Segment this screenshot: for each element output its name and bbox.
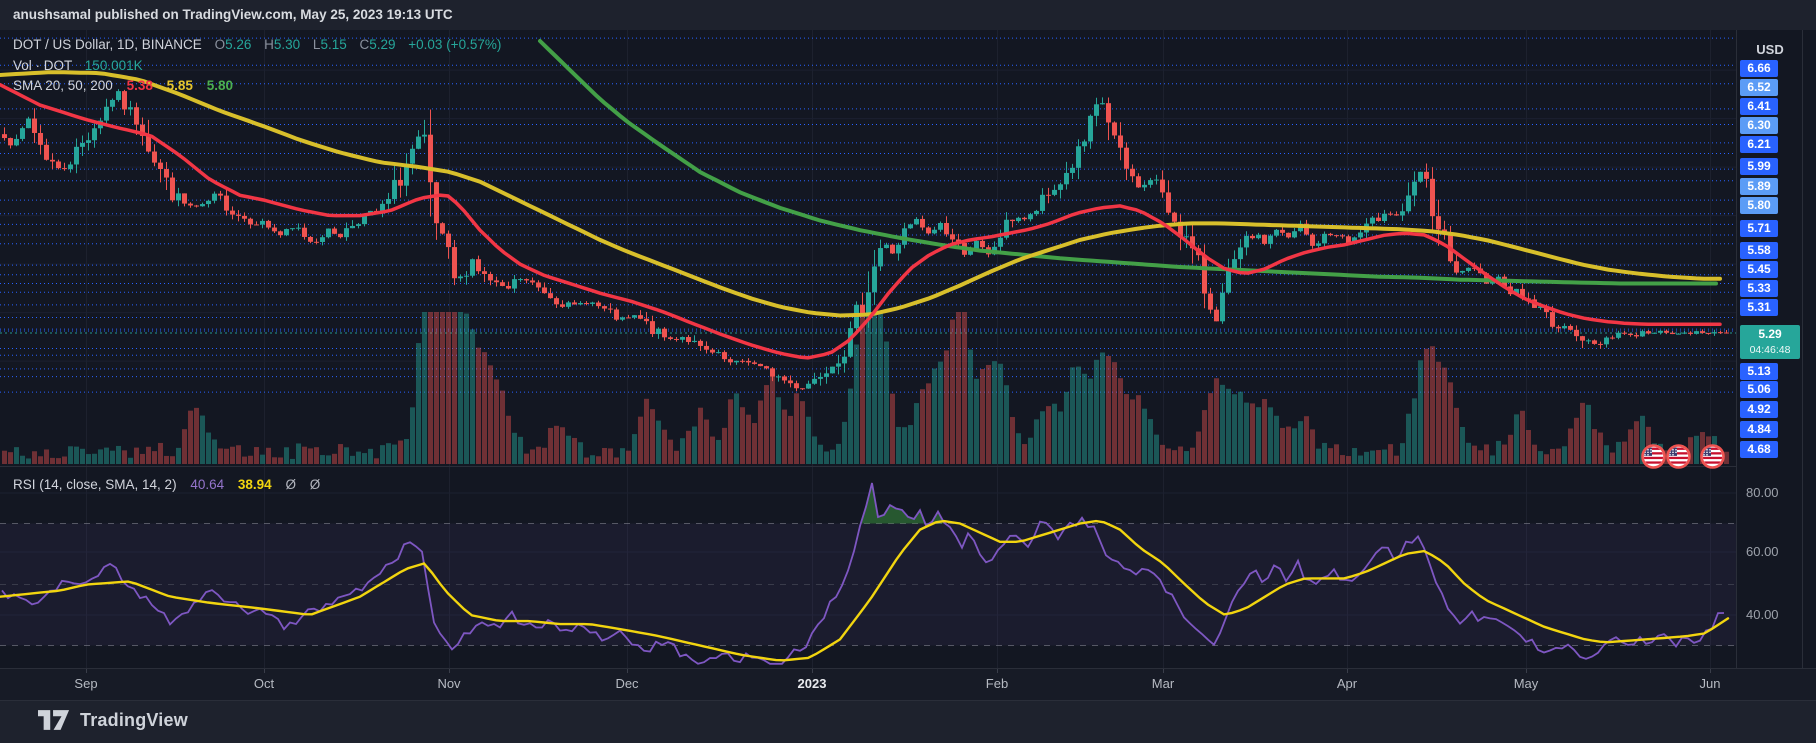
publish-header-bar <box>0 0 1816 30</box>
time-axis-tick <box>86 669 87 673</box>
brand-name: TradingView <box>80 710 188 730</box>
price-level-label: 5.80 <box>1740 197 1778 214</box>
price-level-label: 6.52 <box>1740 79 1778 96</box>
volume-label: Vol · DOT <box>13 58 73 73</box>
price-axis[interactable]: USD 6.66 6.52 6.41 6.30 6.21 5.99 5.89 5.80 5.71… <box>1736 30 1816 668</box>
ohlc-close-value: 5.29 <box>369 37 396 52</box>
currency-label: USD <box>1756 42 1784 57</box>
candles <box>2 89 1729 392</box>
price-level-label: 5.71 <box>1740 220 1778 237</box>
time-axis-label: Dec <box>615 676 639 691</box>
rsi-label: RSI (14, close, SMA, 14, 2) <box>13 477 177 492</box>
rsi-empty-marker-1: Ø <box>285 477 296 492</box>
time-axis-label: Jun <box>1699 676 1721 691</box>
price-level-label: 5.58 <box>1740 242 1778 259</box>
time-axis-tick <box>1526 669 1527 673</box>
sma50-value: 5.85 <box>166 78 193 93</box>
chart-canvas[interactable] <box>0 30 1736 668</box>
price-level-label: 6.30 <box>1740 117 1778 134</box>
time-axis-label: 2023 <box>797 676 827 691</box>
footer-bar <box>0 700 1816 743</box>
axis-right-border <box>1802 30 1803 668</box>
price-level-label: 5.45 <box>1740 261 1778 278</box>
published-line: anushsamal published on TradingView.com,… <box>13 7 453 22</box>
sma20-value: 5.38 <box>126 78 153 93</box>
time-axis-label: Feb <box>985 676 1009 691</box>
price-level-label: 4.92 <box>1740 401 1778 418</box>
sma-legend[interactable]: SMA 20, 50, 200 5.38 5.85 5.80 <box>13 78 233 93</box>
price-level-label: 5.89 <box>1740 178 1778 195</box>
time-axis-tick <box>264 669 265 673</box>
sma200-value: 5.80 <box>206 78 233 93</box>
time-axis[interactable]: Sep Oct Nov Dec 2023 Feb Mar Apr May Jun <box>0 668 1816 701</box>
tradingview-logo-icon <box>38 710 70 730</box>
price-level-label: 6.41 <box>1740 98 1778 115</box>
time-axis-label: Mar <box>1151 676 1175 691</box>
sma-label: SMA 20, 50, 200 <box>13 78 113 93</box>
sma-lines <box>0 39 1722 360</box>
time-axis-label: Apr <box>1336 676 1358 691</box>
time-axis-tick <box>449 669 450 673</box>
time-axis-label: May <box>1513 676 1539 691</box>
rsi-scale-label: 60.00 <box>1746 544 1779 559</box>
time-axis-tick <box>812 669 813 673</box>
price-level-label: 5.33 <box>1740 280 1778 297</box>
rsi-pane <box>0 482 1736 665</box>
ohlc-close-label: C <box>359 37 370 52</box>
economic-event-us-flag-icon[interactable] <box>1640 443 1667 470</box>
price-level-label: 5.99 <box>1740 158 1778 175</box>
ohlc-high-label: H <box>264 37 274 52</box>
gridlines <box>0 30 1736 668</box>
ohlc-open-label: O <box>214 37 226 52</box>
current-price-value: 5.29 <box>1758 327 1782 341</box>
ohlc-high-value: 5.30 <box>273 37 301 52</box>
symbol-title: DOT / US Dollar, 1D, BINANCE <box>13 37 202 52</box>
rsi-legend[interactable]: RSI (14, close, SMA, 14, 2) 40.64 38.94 … <box>13 477 320 492</box>
time-axis-label: Oct <box>253 676 275 691</box>
time-axis-tick <box>627 669 628 673</box>
time-axis-label: Nov <box>437 676 461 691</box>
rsi-scale-label: 40.00 <box>1746 607 1779 622</box>
symbol-legend[interactable]: DOT / US Dollar, 1D, BINANCE O5.26 H5.30… <box>13 37 501 52</box>
price-level-label: 4.68 <box>1740 441 1778 458</box>
volume-bars <box>2 312 1729 464</box>
time-axis-tick <box>1163 669 1164 673</box>
volume-legend[interactable]: Vol · DOT 150.001K <box>13 58 143 73</box>
rsi-scale-label: 80.00 <box>1746 485 1779 500</box>
ohlc-low-label: L <box>312 37 321 52</box>
time-axis-tick <box>1710 669 1711 673</box>
economic-event-us-flag-icon[interactable] <box>1699 443 1726 470</box>
economic-event-us-flag-icon[interactable] <box>1665 443 1692 470</box>
tradingview-brand[interactable]: TradingView <box>38 710 188 731</box>
price-level-label: 4.84 <box>1740 421 1778 438</box>
price-level-label: 5.13 <box>1740 363 1778 380</box>
price-level-label: 6.66 <box>1740 60 1778 77</box>
price-level-label: 5.31 <box>1740 299 1778 316</box>
current-price-label: 5.29 04:46:48 <box>1740 325 1800 359</box>
rsi-empty-marker-2: Ø <box>309 477 321 492</box>
time-axis-tick <box>1347 669 1348 673</box>
ohlc-low-value: 5.15 <box>320 37 347 52</box>
volume-value: 150.001K <box>84 58 143 73</box>
bar-countdown: 04:46:48 <box>1749 344 1791 356</box>
price-level-label: 5.06 <box>1740 381 1778 398</box>
time-axis-label: Sep <box>74 676 98 691</box>
ohlc-open-value: 5.26 <box>225 37 252 52</box>
price-level-label: 6.21 <box>1740 136 1778 153</box>
rsi-ma-value: 38.94 <box>237 477 272 492</box>
time-axis-tick <box>997 669 998 673</box>
change-value: +0.03 (+0.57%) <box>408 37 502 52</box>
rsi-value: 40.64 <box>190 477 225 492</box>
